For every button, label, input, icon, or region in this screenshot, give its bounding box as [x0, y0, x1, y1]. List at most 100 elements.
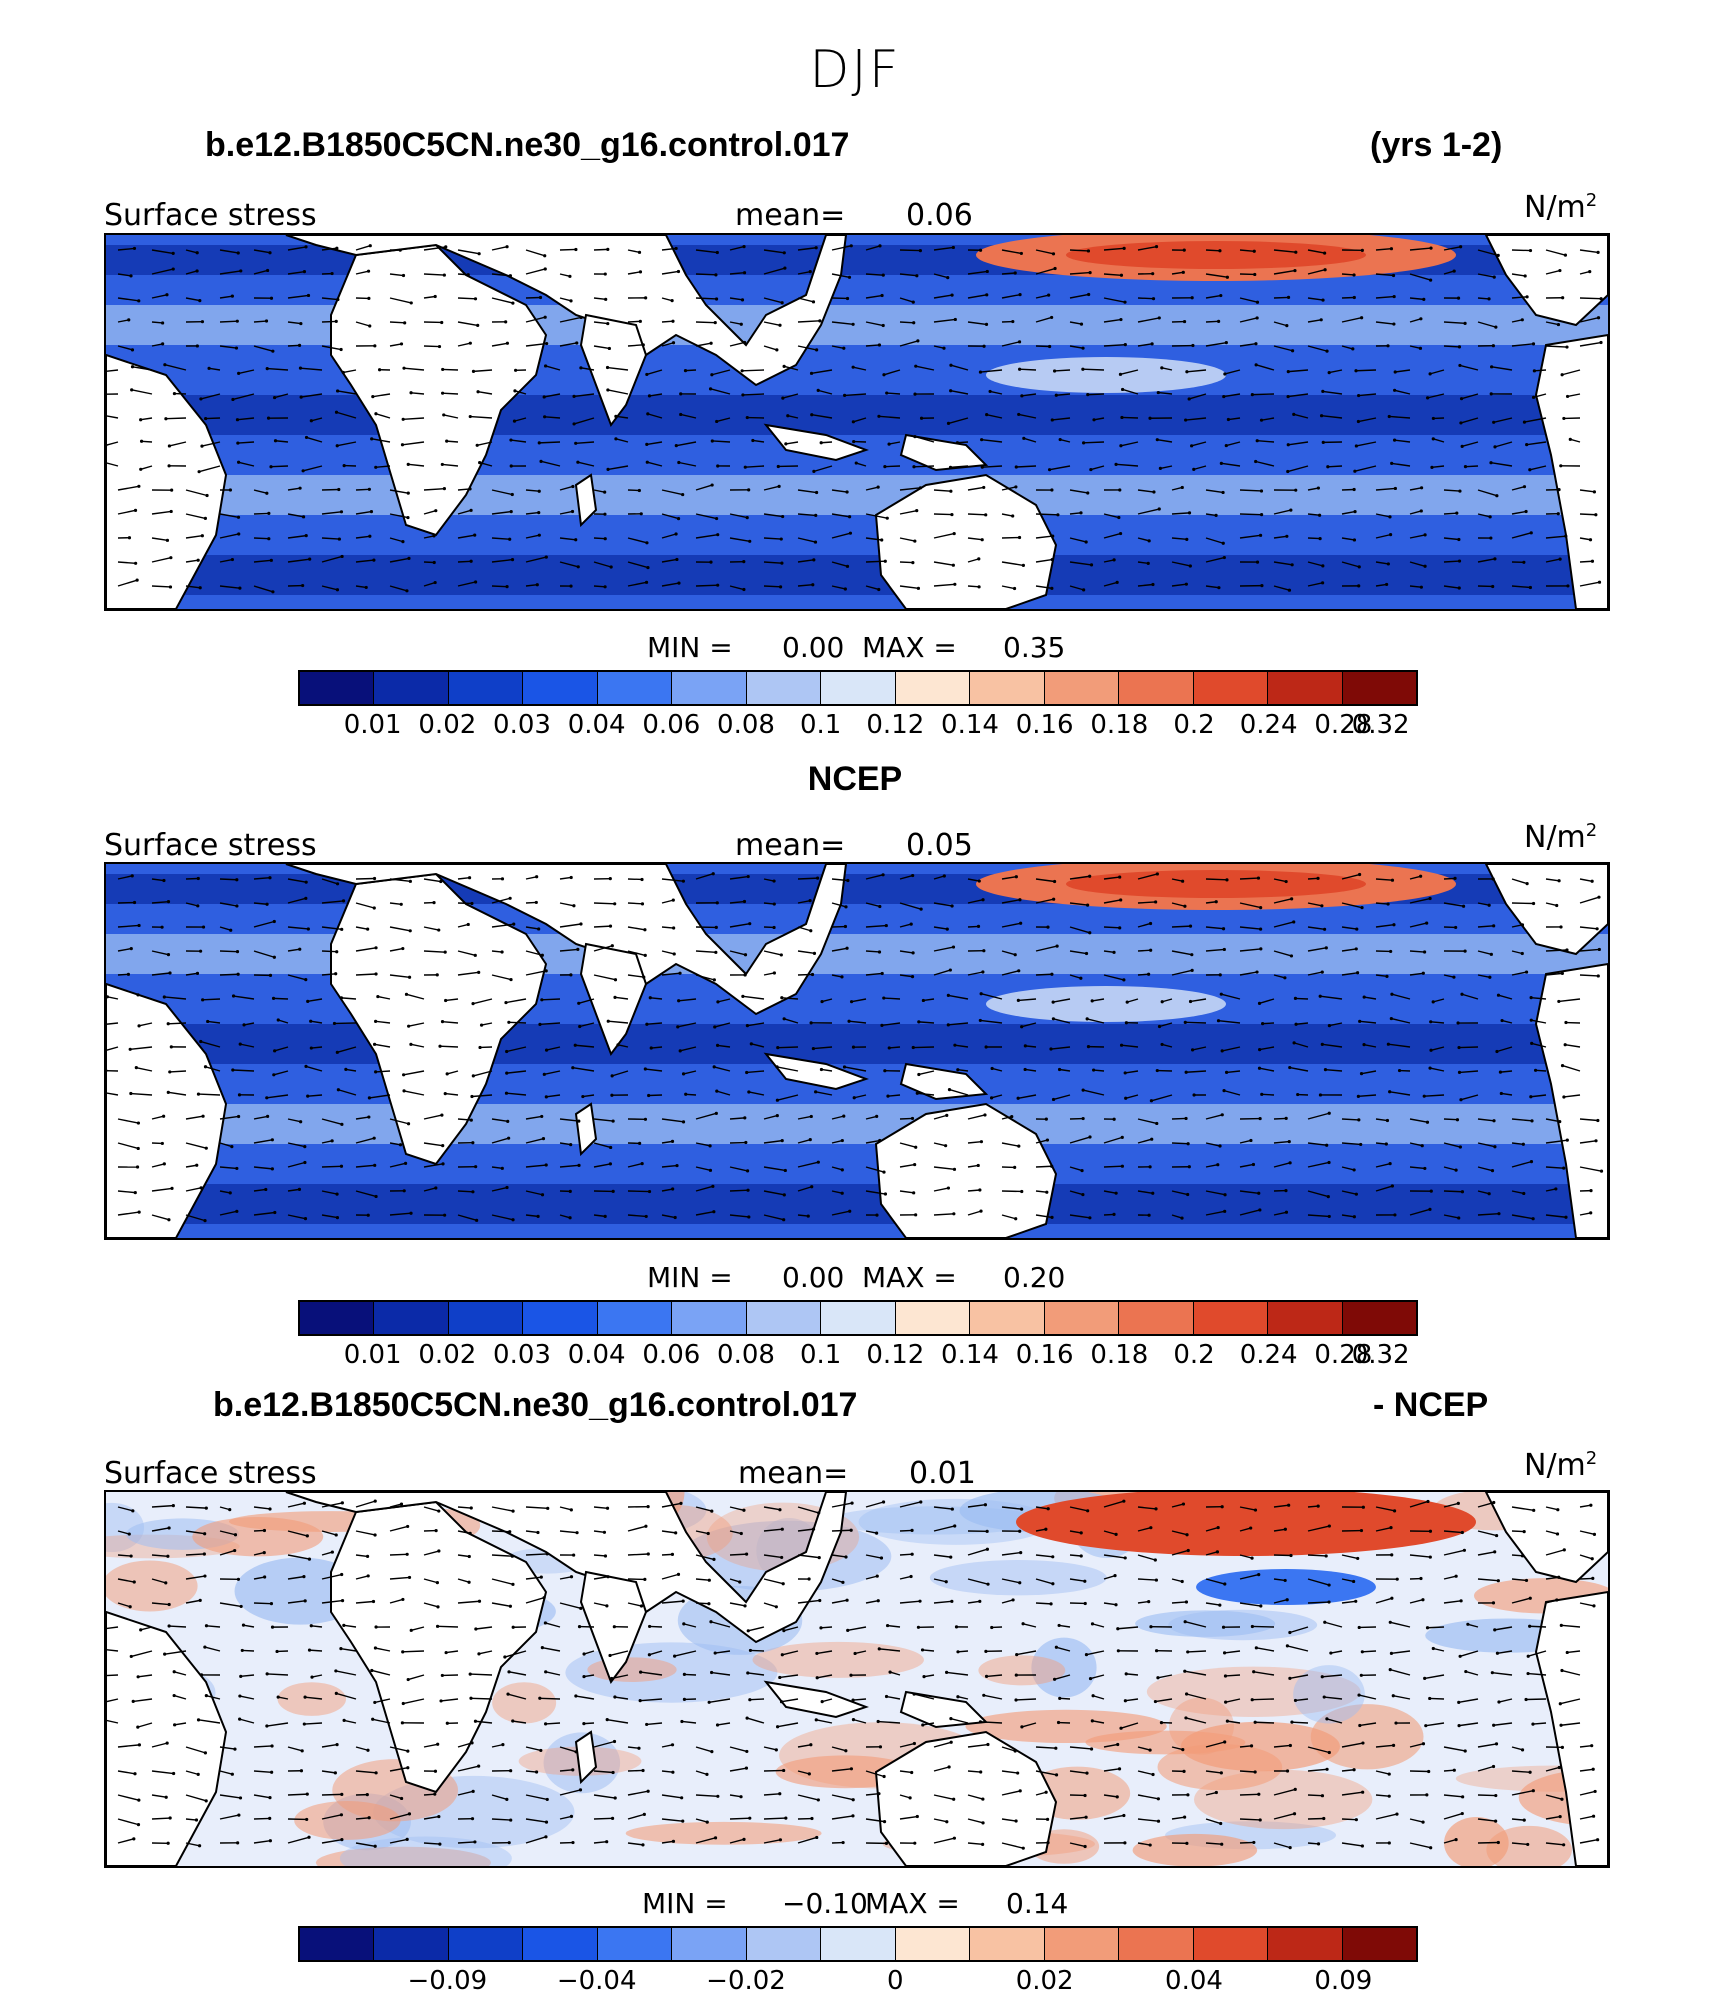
colorbar-swatch — [746, 1302, 822, 1334]
vector-head — [1423, 1676, 1427, 1681]
stress-vector — [1273, 535, 1287, 539]
stress-vector — [1127, 998, 1139, 1003]
stress-vector — [878, 415, 901, 419]
stress-vector — [1056, 1646, 1071, 1652]
vector-head — [1322, 927, 1327, 931]
vector-head — [272, 919, 276, 924]
vector-head — [1252, 249, 1256, 253]
vector-head — [1017, 412, 1021, 417]
stress-vector — [1273, 1813, 1295, 1820]
vector-head — [808, 1138, 812, 1142]
vector-head — [715, 1723, 720, 1727]
vector-head — [842, 1114, 846, 1118]
stress-vector — [1001, 1142, 1019, 1147]
stress-vector — [729, 585, 745, 591]
vector-head — [1251, 1162, 1256, 1167]
stress-vector — [593, 297, 606, 301]
stress-vector — [375, 1070, 391, 1073]
stress-vector — [627, 1602, 642, 1607]
mean-value: 0.01 — [909, 1456, 976, 1491]
stress-vector — [1289, 1626, 1309, 1634]
stress-vector — [1239, 1573, 1259, 1580]
vector-head — [1221, 927, 1226, 931]
vector-head — [1293, 1698, 1298, 1703]
vector-head — [847, 515, 852, 519]
vector-head — [1560, 971, 1564, 975]
vector-head — [401, 946, 405, 951]
vector-head — [1051, 252, 1056, 256]
vector-head — [1184, 1600, 1189, 1604]
vector-head — [367, 1816, 371, 1820]
vector-head — [854, 461, 858, 465]
vector-head — [469, 559, 473, 563]
vector-head — [273, 439, 278, 443]
stress-vector — [729, 1117, 745, 1120]
vector-head — [605, 365, 610, 370]
vector-head — [849, 1767, 854, 1771]
vector-head — [985, 1529, 989, 1533]
stress-vector — [1307, 297, 1324, 301]
stress-vector — [1239, 297, 1258, 303]
stress-vector — [777, 1094, 799, 1101]
vector-head — [881, 1500, 886, 1504]
vector-head — [1286, 394, 1290, 399]
stress-vector — [491, 1818, 511, 1821]
vector-head — [477, 252, 481, 256]
vector-head — [1592, 490, 1597, 494]
vector-head — [1159, 1721, 1164, 1725]
stress-vector — [1529, 465, 1547, 471]
stress-vector — [1375, 902, 1389, 905]
stress-vector — [151, 268, 174, 275]
stress-vector — [1103, 1743, 1118, 1748]
vector-head — [273, 1210, 277, 1215]
stress-vector — [1103, 1530, 1117, 1536]
stress-vector — [446, 1070, 459, 1075]
vector-head — [1216, 1525, 1220, 1530]
stress-vector — [1443, 1812, 1463, 1820]
vector-head — [1124, 1672, 1128, 1676]
vector-head — [1525, 443, 1529, 447]
stress-band — [106, 395, 1608, 435]
stress-vector — [423, 1815, 439, 1820]
vector-head — [236, 1841, 240, 1845]
stress-vector — [457, 1530, 471, 1534]
vector-head — [1429, 1846, 1433, 1850]
colorbar-swatch — [895, 1302, 971, 1334]
vector-head — [1429, 1048, 1433, 1052]
stress-vector — [865, 1166, 885, 1173]
vector-head — [503, 1655, 507, 1659]
stress-vector — [1069, 561, 1092, 566]
vector-head — [844, 1555, 848, 1559]
stress-vector — [525, 1770, 537, 1773]
stress-vector — [1307, 1794, 1323, 1797]
stress-vector — [117, 924, 140, 928]
vector-head — [1286, 443, 1290, 447]
vector-head — [1390, 992, 1394, 996]
vector-head — [535, 875, 539, 879]
stress-vector — [321, 247, 337, 251]
vector-head — [1526, 1654, 1530, 1658]
vector-head — [1223, 1740, 1227, 1744]
stress-vector — [514, 417, 527, 422]
vector-head — [1459, 1599, 1463, 1603]
stress-vector — [287, 1793, 308, 1796]
stress-vector — [913, 1693, 935, 1700]
stress-vector — [661, 1530, 676, 1534]
stress-vector — [1307, 513, 1320, 516]
stress-vector — [219, 973, 239, 976]
stress-vector — [1273, 1578, 1286, 1582]
vector-head — [880, 971, 884, 976]
stress-vector — [1001, 899, 1021, 904]
vector-head — [605, 1718, 609, 1722]
vector-head — [611, 1770, 615, 1775]
stress-vector — [1500, 1070, 1513, 1073]
stress-vector — [729, 1602, 746, 1607]
vector-head — [1454, 1574, 1458, 1578]
vector-head — [1531, 1789, 1535, 1793]
vector-head — [1112, 1117, 1116, 1121]
stress-vector — [627, 950, 646, 957]
stress-vector — [1103, 899, 1121, 904]
stress-vector — [783, 1018, 799, 1024]
stress-vector — [117, 875, 133, 880]
colorbar-swatch — [1119, 672, 1194, 704]
